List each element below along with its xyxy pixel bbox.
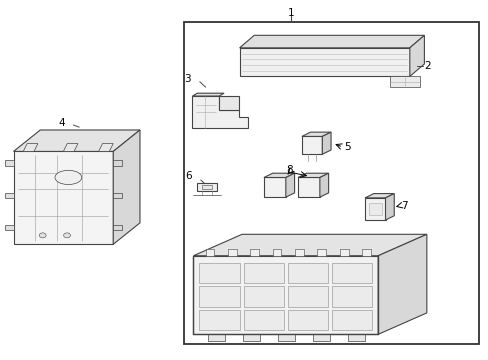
Polygon shape bbox=[301, 136, 322, 154]
Text: 4: 4 bbox=[59, 118, 65, 128]
Polygon shape bbox=[389, 76, 419, 87]
Polygon shape bbox=[207, 334, 224, 342]
Polygon shape bbox=[113, 160, 122, 166]
Polygon shape bbox=[193, 234, 426, 256]
Bar bbox=[287, 310, 327, 330]
Bar bbox=[243, 286, 284, 307]
Bar bbox=[331, 286, 372, 307]
Polygon shape bbox=[264, 177, 285, 197]
Text: 3: 3 bbox=[183, 74, 190, 84]
Circle shape bbox=[63, 233, 70, 238]
Polygon shape bbox=[239, 48, 409, 76]
Polygon shape bbox=[239, 35, 424, 48]
Polygon shape bbox=[312, 334, 329, 342]
Bar bbox=[331, 263, 372, 283]
Polygon shape bbox=[301, 132, 330, 136]
Text: 5: 5 bbox=[344, 142, 350, 152]
Polygon shape bbox=[297, 177, 319, 197]
Text: 8: 8 bbox=[286, 165, 292, 175]
Polygon shape bbox=[192, 96, 248, 128]
Polygon shape bbox=[5, 225, 14, 230]
Polygon shape bbox=[192, 93, 224, 96]
Polygon shape bbox=[362, 249, 370, 256]
Polygon shape bbox=[202, 185, 211, 189]
Bar bbox=[183, 22, 478, 343]
Polygon shape bbox=[5, 193, 14, 198]
Polygon shape bbox=[193, 256, 377, 334]
Polygon shape bbox=[99, 144, 113, 152]
Bar bbox=[243, 263, 284, 283]
Polygon shape bbox=[385, 194, 393, 220]
Polygon shape bbox=[365, 194, 393, 198]
Polygon shape bbox=[14, 130, 140, 152]
Polygon shape bbox=[278, 334, 294, 342]
Polygon shape bbox=[322, 132, 330, 154]
Text: 2: 2 bbox=[424, 61, 430, 71]
Polygon shape bbox=[377, 234, 426, 334]
Bar bbox=[287, 286, 327, 307]
Polygon shape bbox=[113, 225, 122, 230]
Polygon shape bbox=[113, 130, 140, 244]
Bar bbox=[199, 263, 239, 283]
Polygon shape bbox=[365, 198, 385, 220]
Polygon shape bbox=[347, 334, 365, 342]
Polygon shape bbox=[317, 249, 325, 256]
Circle shape bbox=[39, 233, 46, 238]
Bar bbox=[243, 310, 284, 330]
Polygon shape bbox=[23, 144, 38, 152]
Polygon shape bbox=[339, 249, 348, 256]
Polygon shape bbox=[285, 173, 294, 197]
Polygon shape bbox=[5, 160, 14, 166]
Polygon shape bbox=[272, 249, 281, 256]
Polygon shape bbox=[113, 193, 122, 198]
Polygon shape bbox=[227, 249, 236, 256]
Polygon shape bbox=[250, 249, 259, 256]
Ellipse shape bbox=[55, 170, 81, 185]
Polygon shape bbox=[63, 144, 78, 152]
Polygon shape bbox=[409, 35, 424, 76]
Bar bbox=[331, 310, 372, 330]
Bar bbox=[368, 203, 381, 215]
Polygon shape bbox=[205, 249, 214, 256]
Polygon shape bbox=[297, 173, 328, 177]
Polygon shape bbox=[319, 173, 328, 197]
Polygon shape bbox=[243, 334, 260, 342]
Polygon shape bbox=[219, 96, 238, 111]
Bar bbox=[199, 310, 239, 330]
Text: 7: 7 bbox=[400, 201, 407, 211]
Polygon shape bbox=[14, 152, 113, 244]
Text: 1: 1 bbox=[287, 8, 293, 18]
Bar bbox=[287, 263, 327, 283]
Text: 6: 6 bbox=[185, 171, 191, 181]
Polygon shape bbox=[264, 173, 294, 177]
Polygon shape bbox=[294, 249, 303, 256]
Bar bbox=[199, 286, 239, 307]
Polygon shape bbox=[197, 183, 216, 191]
